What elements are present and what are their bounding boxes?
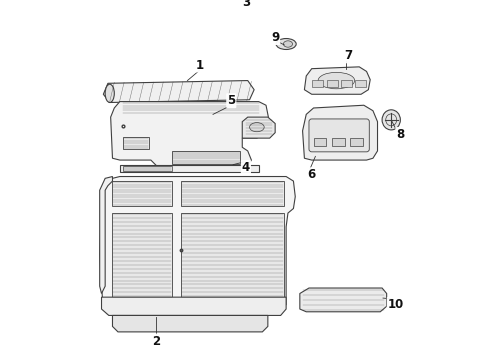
Text: 7: 7 <box>344 49 352 62</box>
FancyBboxPatch shape <box>309 119 369 152</box>
Text: 2: 2 <box>152 334 160 347</box>
Polygon shape <box>181 213 284 297</box>
Text: 8: 8 <box>396 128 404 141</box>
Polygon shape <box>242 117 275 138</box>
Polygon shape <box>350 138 363 147</box>
Polygon shape <box>181 181 284 206</box>
Polygon shape <box>113 315 268 332</box>
Text: 6: 6 <box>308 168 316 181</box>
Text: 1: 1 <box>195 59 203 72</box>
Text: 10: 10 <box>388 298 404 311</box>
Polygon shape <box>101 297 286 315</box>
Polygon shape <box>300 288 387 312</box>
Polygon shape <box>123 166 172 171</box>
Ellipse shape <box>276 39 296 49</box>
Polygon shape <box>103 81 254 103</box>
Polygon shape <box>314 138 326 147</box>
Polygon shape <box>312 80 323 87</box>
Polygon shape <box>120 165 259 172</box>
Polygon shape <box>172 151 241 164</box>
Polygon shape <box>111 102 270 169</box>
Polygon shape <box>355 80 366 87</box>
Polygon shape <box>304 67 370 94</box>
Text: 5: 5 <box>227 94 235 107</box>
Polygon shape <box>327 80 338 87</box>
Text: 3: 3 <box>242 0 250 9</box>
Ellipse shape <box>249 123 264 132</box>
Ellipse shape <box>318 72 355 89</box>
Ellipse shape <box>382 110 400 130</box>
Polygon shape <box>332 138 344 147</box>
Text: 9: 9 <box>271 31 279 44</box>
Ellipse shape <box>105 84 114 103</box>
Polygon shape <box>113 181 172 206</box>
Polygon shape <box>123 137 149 149</box>
Polygon shape <box>113 213 172 297</box>
Polygon shape <box>303 105 377 160</box>
Text: 4: 4 <box>242 161 250 174</box>
Polygon shape <box>99 176 113 293</box>
Ellipse shape <box>283 41 293 47</box>
Polygon shape <box>99 176 295 315</box>
Polygon shape <box>341 80 352 87</box>
